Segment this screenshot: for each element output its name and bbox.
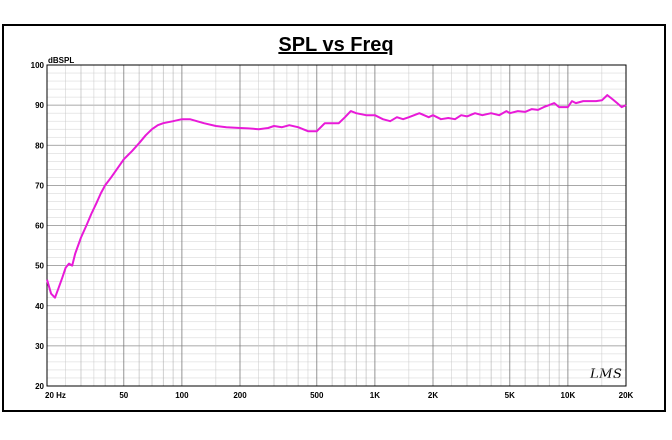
chart-title: SPL vs Freq [278, 34, 394, 56]
plot-border [46, 64, 627, 387]
x-tick-label: 5K [505, 391, 515, 400]
y-tick-labels: 20 30 40 50 60 70 80 90 100 [31, 61, 45, 391]
y-tick-label: 60 [35, 222, 44, 231]
y-tick-label: 40 [35, 302, 44, 311]
y-tick-label: 90 [35, 101, 44, 110]
y-tick-label: 30 [35, 342, 44, 351]
y-tick-label: 100 [31, 61, 45, 70]
grid-lines [46, 64, 627, 387]
chart-frame [2, 24, 666, 412]
x-tick-label: 10K [561, 391, 576, 400]
spl-curve [46, 94, 627, 299]
y-tick-label: 20 [35, 382, 44, 391]
x-tick-label: 20K [619, 391, 634, 400]
x-tick-label: 20 Hz [45, 391, 66, 400]
x-tick-labels: 20 Hz 50 100 200 500 1K 2K 5K 10K 20K [45, 391, 634, 400]
y-tick-label: 50 [35, 262, 44, 271]
x-tick-label: 500 [310, 391, 324, 400]
lms-logo: LMS [590, 367, 623, 382]
x-tick-label: 200 [233, 391, 247, 400]
x-tick-label: 100 [175, 391, 189, 400]
x-tick-label: 1K [370, 391, 380, 400]
x-tick-label: 50 [119, 391, 128, 400]
x-tick-label: 2K [428, 391, 438, 400]
y-tick-label: 70 [35, 181, 44, 190]
y-tick-label: 80 [35, 141, 44, 150]
y-axis-label: dBSPL [48, 56, 75, 65]
